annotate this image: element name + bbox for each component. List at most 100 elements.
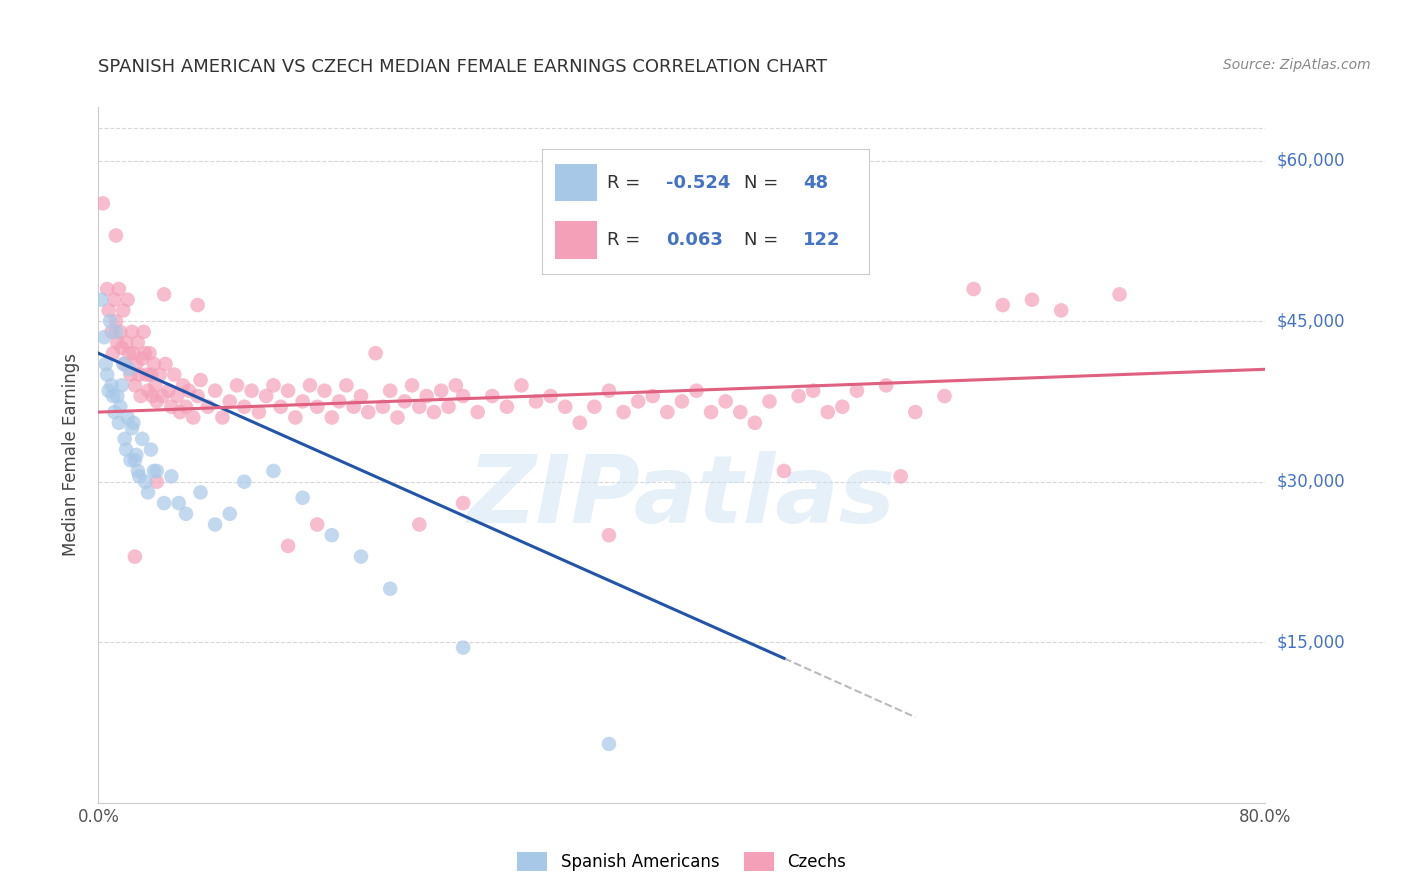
Point bbox=[495, 400, 517, 414]
Text: N =: N = bbox=[744, 174, 785, 192]
Point bbox=[127, 335, 149, 350]
Point bbox=[350, 389, 373, 403]
Point bbox=[104, 228, 127, 243]
Text: 122: 122 bbox=[803, 231, 841, 249]
Point bbox=[451, 496, 474, 510]
Point bbox=[641, 389, 664, 403]
Text: $30,000: $30,000 bbox=[1277, 473, 1346, 491]
Point bbox=[118, 362, 141, 376]
Point bbox=[124, 549, 146, 564]
Point bbox=[128, 368, 150, 382]
Point bbox=[744, 416, 766, 430]
Text: N =: N = bbox=[744, 231, 785, 249]
Point bbox=[124, 378, 146, 392]
Text: 48: 48 bbox=[803, 174, 828, 192]
Legend: Spanish Americans, Czechs: Spanish Americans, Czechs bbox=[510, 846, 853, 878]
Point bbox=[187, 298, 209, 312]
Point bbox=[291, 491, 314, 505]
Point bbox=[568, 416, 591, 430]
Point bbox=[124, 453, 146, 467]
Point bbox=[114, 432, 136, 446]
Point bbox=[415, 389, 437, 403]
Point bbox=[134, 475, 156, 489]
Point bbox=[437, 400, 460, 414]
Point bbox=[451, 640, 474, 655]
Point bbox=[163, 368, 186, 382]
Point bbox=[93, 330, 115, 344]
Point bbox=[110, 400, 132, 414]
Point bbox=[423, 405, 446, 419]
Point bbox=[298, 378, 321, 392]
Point bbox=[125, 448, 148, 462]
Point bbox=[801, 384, 824, 398]
Text: $15,000: $15,000 bbox=[1277, 633, 1346, 651]
Point bbox=[343, 400, 366, 414]
Point bbox=[657, 405, 679, 419]
Text: ZIPatlas: ZIPatlas bbox=[468, 450, 896, 542]
Text: SPANISH AMERICAN VS CZECH MEDIAN FEMALE EARNINGS CORRELATION CHART: SPANISH AMERICAN VS CZECH MEDIAN FEMALE … bbox=[98, 58, 828, 76]
Point bbox=[94, 357, 117, 371]
Point bbox=[845, 384, 868, 398]
Point bbox=[134, 346, 156, 360]
Point bbox=[773, 464, 796, 478]
Point bbox=[132, 325, 155, 339]
Point bbox=[97, 303, 120, 318]
Point bbox=[335, 378, 357, 392]
Point bbox=[152, 389, 174, 403]
Point bbox=[328, 394, 350, 409]
Point bbox=[190, 373, 212, 387]
Point bbox=[1108, 287, 1130, 301]
Point bbox=[142, 357, 165, 371]
Point bbox=[787, 389, 810, 403]
Bar bbox=[555, 164, 598, 202]
Point bbox=[114, 357, 136, 371]
Point bbox=[108, 416, 131, 430]
Point bbox=[197, 400, 219, 414]
Point bbox=[394, 394, 416, 409]
Point bbox=[254, 389, 277, 403]
Point bbox=[135, 368, 157, 382]
Text: $60,000: $60,000 bbox=[1277, 152, 1346, 169]
Point bbox=[685, 384, 707, 398]
Point bbox=[247, 405, 270, 419]
Point bbox=[157, 384, 180, 398]
Point bbox=[96, 282, 118, 296]
Point bbox=[728, 405, 751, 419]
Bar bbox=[555, 221, 598, 259]
Point bbox=[172, 378, 194, 392]
Point bbox=[91, 196, 114, 211]
Point bbox=[700, 405, 723, 419]
Point bbox=[174, 507, 197, 521]
Point bbox=[277, 384, 299, 398]
Point bbox=[307, 400, 329, 414]
Point bbox=[408, 517, 430, 532]
Point bbox=[321, 528, 343, 542]
Text: -0.524: -0.524 bbox=[666, 174, 730, 192]
Point bbox=[277, 539, 299, 553]
Point bbox=[181, 410, 204, 425]
Point bbox=[117, 293, 139, 307]
Point bbox=[190, 485, 212, 500]
Point bbox=[115, 442, 138, 457]
Point bbox=[105, 335, 128, 350]
Point bbox=[890, 469, 912, 483]
Point bbox=[714, 394, 737, 409]
Point bbox=[598, 737, 620, 751]
Point bbox=[991, 298, 1014, 312]
Point bbox=[430, 384, 453, 398]
Point bbox=[122, 346, 145, 360]
Point bbox=[117, 410, 139, 425]
Point bbox=[831, 400, 853, 414]
Point bbox=[1050, 303, 1073, 318]
Point bbox=[129, 389, 152, 403]
Point bbox=[875, 378, 897, 392]
Point bbox=[96, 368, 118, 382]
Point bbox=[111, 378, 134, 392]
Point bbox=[100, 378, 122, 392]
Point bbox=[962, 282, 984, 296]
Point bbox=[451, 389, 474, 403]
Point bbox=[131, 432, 153, 446]
Point bbox=[149, 368, 172, 382]
Point bbox=[204, 384, 226, 398]
Point bbox=[169, 405, 191, 419]
